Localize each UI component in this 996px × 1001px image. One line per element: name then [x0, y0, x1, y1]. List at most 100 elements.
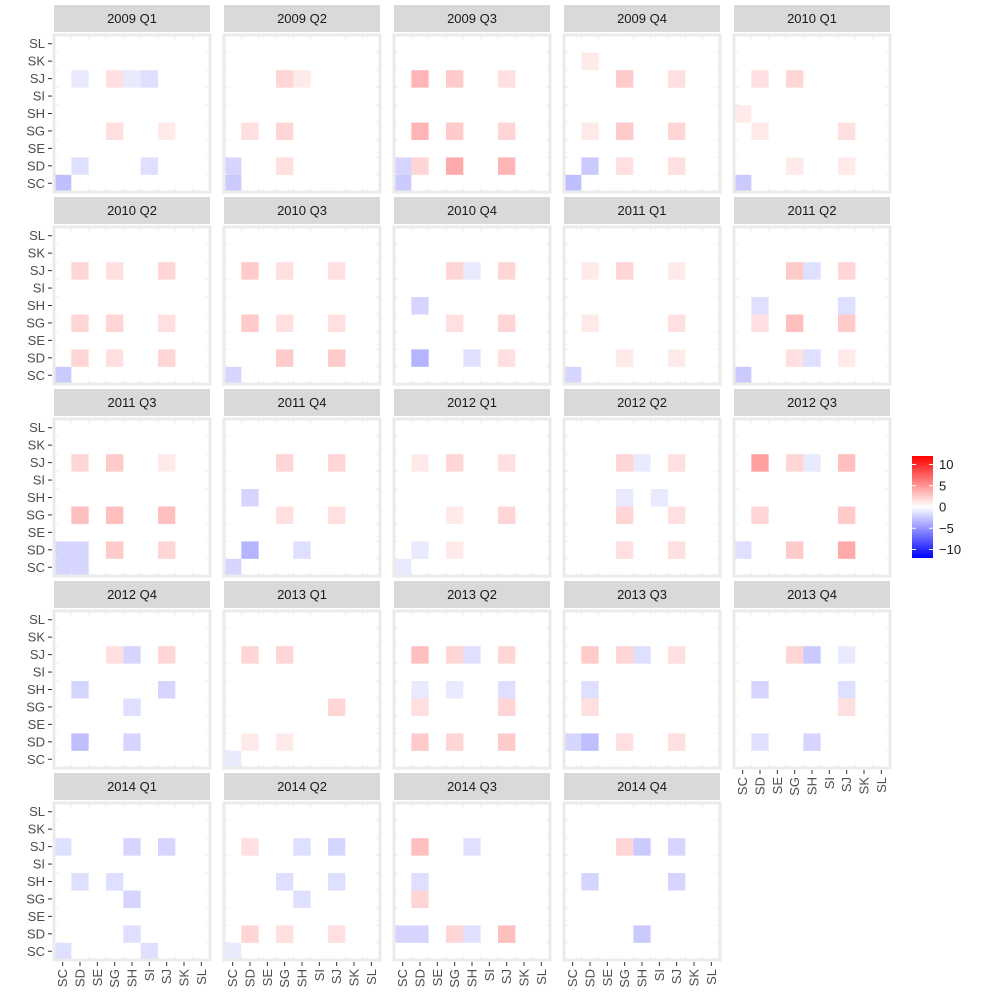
heatmap-cell: [616, 331, 634, 350]
heatmap-cell: [532, 453, 551, 472]
heatmap-cell: [88, 244, 107, 263]
heatmap-cell: [633, 733, 651, 751]
heatmap-cell: [515, 436, 533, 455]
heatmap-cell: [838, 715, 856, 734]
heatmap-cell: [192, 907, 211, 926]
heatmap-cell: [498, 157, 516, 175]
heatmap-cell: [838, 523, 856, 542]
heatmap-cell: [394, 122, 412, 140]
heatmap-cell: [88, 52, 107, 71]
heatmap-cell: [192, 837, 211, 856]
heatmap-cell: [734, 314, 752, 332]
heatmap-cell: [446, 942, 464, 961]
heatmap-cell: [803, 314, 821, 332]
heatmap-cell: [564, 296, 582, 315]
heatmap-cell: [345, 942, 363, 961]
heatmap-cell: [668, 261, 686, 280]
heatmap-cell: [872, 558, 891, 577]
heatmap-cell: [598, 698, 617, 716]
heatmap-cell: [480, 506, 499, 524]
heatmap-cell: [428, 558, 447, 577]
heatmap-cell: [345, 506, 363, 524]
heatmap-cell: [633, 261, 651, 280]
heatmap-cell: [685, 436, 703, 455]
heatmap-cell: [123, 925, 141, 943]
heatmap-cell: [192, 471, 211, 490]
heatmap-cell: [633, 453, 651, 472]
heatmap-cell: [668, 663, 686, 682]
heatmap-cell: [768, 698, 787, 716]
heatmap-cell: [480, 680, 499, 699]
heatmap-cell: [158, 698, 176, 716]
heatmap-cell: [838, 366, 856, 385]
heatmap-cell: [310, 279, 329, 298]
heatmap-cell: [702, 925, 721, 943]
heatmap-cell: [241, 803, 259, 821]
heatmap-cell: [855, 244, 873, 263]
heatmap-cell: [532, 366, 551, 385]
heatmap-cell: [581, 453, 599, 472]
heatmap-cell: [515, 122, 533, 140]
y-tick-label: SH: [27, 298, 45, 313]
heatmap-cell: [598, 558, 617, 577]
heatmap-cell: [54, 227, 72, 245]
heatmap-cell: [428, 803, 447, 821]
heatmap-cell: [515, 925, 533, 943]
heatmap-cell: [411, 227, 429, 245]
heatmap-cell: [872, 419, 891, 437]
heatmap-cell: [564, 35, 582, 53]
heatmap-cell: [54, 558, 72, 577]
heatmap-cell: [685, 419, 703, 437]
heatmap-cell: [123, 611, 141, 629]
heatmap-cell: [581, 907, 599, 926]
heatmap-cell: [616, 366, 634, 385]
heatmap-cell: [650, 419, 669, 437]
heatmap-cell: [394, 628, 412, 647]
heatmap-cell: [328, 855, 346, 874]
heatmap-cell: [532, 52, 551, 71]
heatmap-cell: [328, 558, 346, 577]
heatmap-cell: [106, 419, 124, 437]
heatmap-cell: [241, 837, 259, 856]
heatmap-cell: [515, 314, 533, 332]
heatmap-cell: [293, 296, 311, 315]
heatmap-cell: [345, 715, 363, 734]
heatmap-cell: [786, 331, 804, 350]
heatmap-cell: [616, 35, 634, 53]
heatmap-cell: [175, 907, 193, 926]
heatmap-cell: [702, 628, 721, 647]
heatmap-cell: [123, 244, 141, 263]
heatmap-cell: [71, 803, 89, 821]
heatmap-cell: [616, 698, 634, 716]
heatmap-cell: [633, 227, 651, 245]
heatmap-cell: [123, 855, 141, 874]
x-tick-label: SG: [447, 969, 462, 988]
heatmap-cell: [362, 541, 381, 559]
heatmap-cell: [345, 87, 363, 106]
heatmap-cell: [633, 872, 651, 891]
heatmap-cell: [54, 611, 72, 629]
heatmap-cell: [685, 279, 703, 298]
heatmap-cell: [123, 488, 141, 507]
heatmap-cell: [175, 925, 193, 943]
heatmap-cell: [633, 87, 651, 106]
heatmap-cell: [820, 523, 839, 542]
heatmap-cell: [734, 680, 752, 699]
heatmap-cell: [734, 69, 752, 88]
heatmap-cell: [616, 663, 634, 682]
heatmap-cell: [463, 628, 481, 647]
heatmap-cell: [751, 122, 769, 140]
heatmap-cell: [685, 488, 703, 507]
heatmap-cell: [702, 244, 721, 263]
heatmap-cell: [241, 523, 259, 542]
facet-label: 2011 Q1: [618, 203, 667, 218]
heatmap-cell: [515, 35, 533, 53]
heatmap-cell: [532, 279, 551, 298]
heatmap-cell: [480, 872, 499, 891]
heatmap-cell: [498, 331, 516, 350]
heatmap-cell: [258, 925, 277, 943]
heatmap-cell: [581, 645, 599, 664]
heatmap-cell: [224, 157, 242, 175]
heatmap-cell: [411, 855, 429, 874]
heatmap-cell: [598, 645, 617, 664]
